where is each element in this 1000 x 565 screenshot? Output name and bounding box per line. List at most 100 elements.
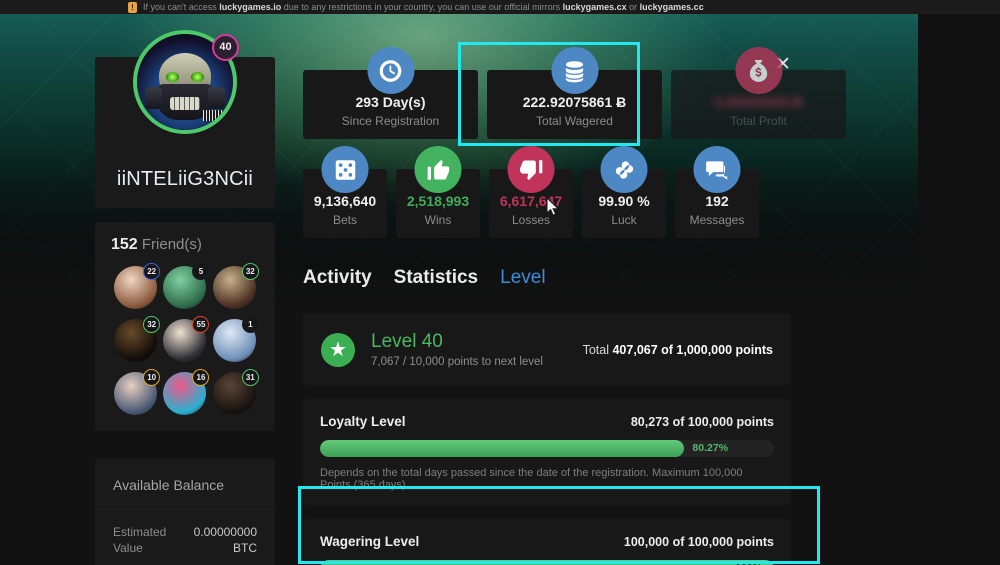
gasmask-canister-left-icon [145,86,162,109]
friend-level-badge: 55 [192,316,210,333]
coins-icon [565,60,584,82]
barcode-icon [203,110,223,121]
friend-level-badge: 31 [241,369,259,386]
balance-value: 0.00000000 BTC [194,524,257,556]
stat-label: Wins [424,213,452,227]
stat-card-luck[interactable]: 99.90 % Luck [582,146,666,238]
notice-domain-1[interactable]: luckygames.io [219,2,282,12]
stats-row-secondary: 9,136,640 Bets 2,518,993 Wins 6,617,647 Losse… [303,146,759,238]
balance-row: Estimated Value 0.00000000 BTC [95,510,275,565]
friend-avatar[interactable]: 55 [163,316,210,362]
balance-estimated-line1: Estimated [113,525,167,539]
progress-panels: Loyalty Level 80,273 of 100,000 points 80.… [303,399,791,565]
progress-percent: 100% [735,560,762,565]
dice-icon [321,146,369,193]
dice-icon [335,159,355,180]
tab-statistics[interactable]: Statistics [393,267,479,288]
thumbs-up-icon [414,146,462,193]
profile-tabs: Activity Statistics Level [303,267,546,293]
notice-text: If you can't access luckygames.io due to… [143,2,704,12]
money-bag-icon [749,59,768,82]
stat-label: Since Registration [341,114,440,128]
friends-title: 152 Friend(s) [111,236,259,254]
chat-icon [693,146,741,193]
stat-value: 99.90 % [598,193,650,209]
progress-bar-fill [320,560,774,565]
profile-modal: ✕ [0,14,918,565]
money-bag-icon [735,47,782,94]
friends-card: 152 Friend(s) 22 5 32 32 55 1 10 16 31 [95,222,275,431]
progress-points: 80,273 of 100,000 points [630,415,774,429]
level-title: Level 40 [371,331,443,352]
skull-eye-right-icon [191,71,204,82]
notice-middle: due to any restrictions in your country,… [281,2,563,12]
notice-domain-2[interactable]: luckygames.cx [562,2,627,12]
progress-bar: 100% [320,560,774,565]
friend-level-badge: 10 [143,369,161,386]
warning-icon: ! [128,1,137,13]
tab-activity[interactable]: Activity [303,267,372,288]
friend-avatar[interactable]: 32 [212,263,259,309]
friend-level-badge: 5 [192,263,210,280]
progress-title: Wagering Level [320,534,420,549]
level-total-value: 407,067 of 1,000,000 points [612,342,773,357]
friend-avatar[interactable]: 1 [212,316,259,362]
stat-value: 192 [705,193,729,209]
stat-card-total-wagered[interactable]: 222.92075861 Ƀ Total Wagered [487,47,662,139]
panel-loyalty-level: Loyalty Level 80,273 of 100,000 points 80.… [303,399,791,505]
stat-label: Losses [511,213,551,227]
friends-label: Friend(s) [141,236,202,253]
friends-count: 152 [111,236,138,253]
notice-bar: ! If you can't access luckygames.io due … [0,0,1000,14]
friend-avatar[interactable]: 5 [163,263,210,309]
thumbs-down-icon [507,146,555,193]
stat-label: Luck [611,213,637,227]
friend-avatar[interactable]: 22 [114,263,161,309]
skull-eye-left-icon [166,71,179,82]
friend-level-badge: 32 [241,263,259,280]
profile-card: 40 iiNTELiiG3NCii [95,30,275,208]
balance-estimated-line2: Value [113,541,143,555]
stat-card-bets[interactable]: 9,136,640 Bets [303,146,387,238]
stat-value: 222.92075861 Ƀ [522,94,627,110]
friend-avatar[interactable]: 10 [114,369,161,415]
thumbs-up-icon [427,159,449,180]
balance-amount: 0.00000000 [193,525,257,539]
friend-avatar[interactable]: 31 [212,369,259,415]
stat-card-since-registration[interactable]: 293 Day(s) Since Registration [303,47,478,139]
stat-card-messages[interactable]: 192 Messages [675,146,759,238]
stat-card-wins[interactable]: 2,518,993 Wins [396,146,480,238]
progress-title: Loyalty Level [320,414,406,429]
stat-card-total-profit[interactable]: 0.00000000 Ƀ Total Profit [671,47,846,139]
notice-prefix: If you can't access [143,2,220,12]
friend-level-badge: 32 [143,316,161,333]
clover-icon [600,146,648,193]
stat-card-losses[interactable]: 6,617,647 Losses [489,146,573,238]
level-texts: Level 40 7,067 / 10,000 points to next l… [371,331,543,368]
stat-value: 6,617,647 [499,193,563,209]
friend-avatar[interactable]: 32 [114,316,161,362]
stat-value: 9,136,640 [313,193,377,209]
stat-label: Total Profit [730,114,787,128]
progress-header: Loyalty Level 80,273 of 100,000 points [320,414,774,429]
stat-label: Total Wagered [536,114,613,128]
stat-value: 293 Day(s) [355,94,426,110]
clock-icon [379,59,402,82]
balance-estimated-label: Estimated Value [113,524,166,556]
thumbs-down-icon [519,159,542,180]
progress-bar: 80.27% [320,440,774,457]
gasmask-canister-right-icon [208,86,225,109]
star-glyph: ★ [329,338,347,361]
stat-value: 0.00000000 Ƀ [714,94,803,110]
tab-level[interactable]: Level [500,267,546,288]
avatar[interactable]: 40 [133,30,239,134]
notice-domain-3[interactable]: luckygames.cc [639,2,704,12]
balance-currency: BTC [233,541,257,555]
avatar-image [137,34,233,130]
friend-avatar[interactable]: 16 [163,369,210,415]
notice-or: or [626,2,640,12]
star-icon: ★ [321,332,355,367]
progress-description: Depends on the total days passed since t… [320,467,743,491]
username: iiNTELiiG3NCii [116,168,254,190]
